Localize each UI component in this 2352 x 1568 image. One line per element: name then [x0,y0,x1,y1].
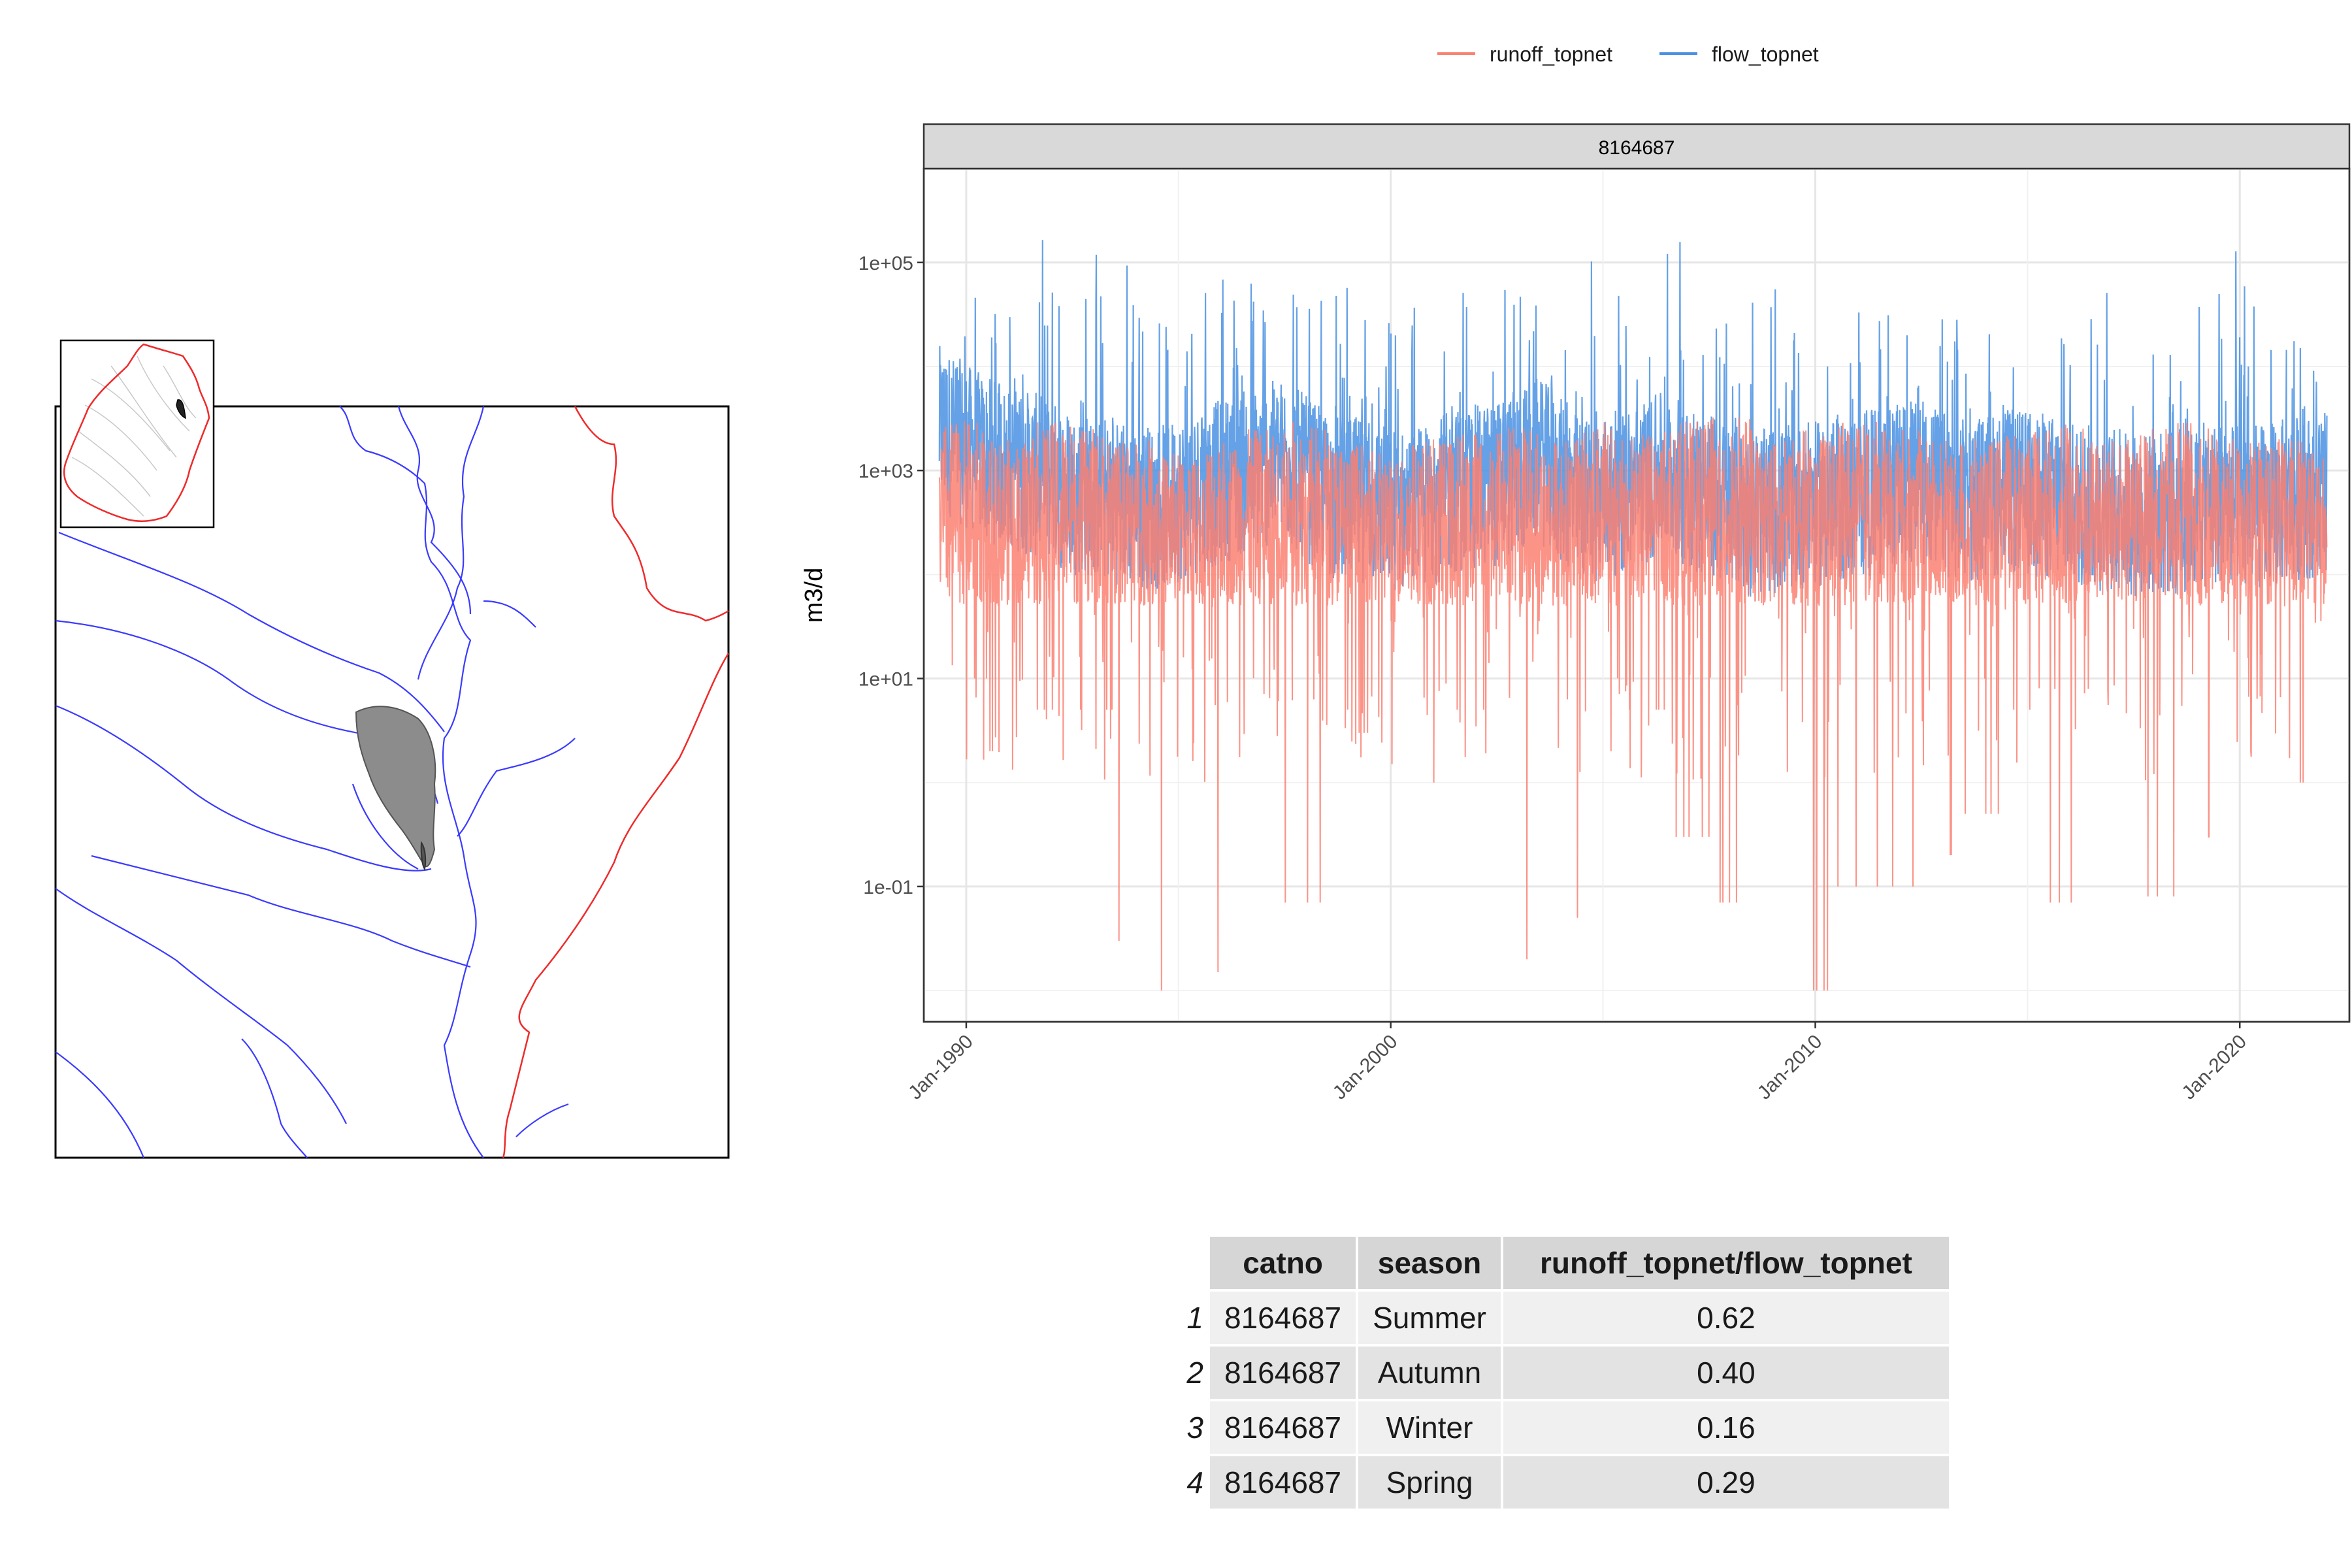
catchment-outlet [420,841,427,871]
table-row: 2 8164687 Autumn 0.40 [1176,1347,1952,1401]
y-tick-label: 1e+03 [858,461,913,482]
legend: runoff_topnet flow_topnet [1437,42,1819,66]
facet-strip-label: 8164687 [1599,137,1675,159]
river-line [417,406,485,680]
column-header: season [1358,1237,1503,1292]
inset-boundary [63,343,210,522]
x-tick-label: Jan-1990 [904,1031,977,1104]
river-line [58,531,445,732]
column-header: catno [1210,1237,1359,1292]
y-tick-label: 1e-01 [863,877,913,898]
river-line [91,855,471,968]
y-tick-label: 1e+01 [858,669,913,691]
river-line [241,1038,308,1158]
river-line [457,738,576,837]
legend-label: flow_topnet [1712,42,1819,66]
cell-catno: 8164687 [1210,1401,1359,1456]
cell-ratio: 0.16 [1503,1401,1952,1456]
catchment-polygon [355,706,436,868]
table-row: 4 8164687 Spring 0.29 [1176,1456,1952,1511]
summary-table: catno season runoff_topnet/flow_topnet 1… [1176,1237,1952,1511]
row-index: 3 [1176,1401,1210,1456]
cell-catno: 8164687 [1210,1292,1359,1347]
cell-ratio: 0.29 [1503,1456,1952,1511]
facet-strip [923,123,2351,170]
x-tick-label: Jan-2020 [2178,1031,2251,1104]
row-index: 1 [1176,1292,1210,1347]
y-axis-label: m3/d [800,568,828,623]
cell-season: Summer [1358,1292,1503,1347]
cell-ratio: 0.40 [1503,1347,1952,1401]
series-runoff-topnet [938,417,2328,991]
river-network [55,406,576,1158]
river-line [515,1103,569,1137]
row-index: 4 [1176,1456,1210,1511]
river-line [55,1051,145,1158]
table-row: 3 8164687 Winter 0.16 [1176,1401,1952,1456]
column-header: runoff_topnet/flow_topnet [1503,1237,1952,1292]
time-series-chart: 8164687 1e-01 1e+01 1e+03 1e+05 Jan-1990 Jan-… [800,123,2351,1104]
cell-catno: 8164687 [1210,1456,1359,1511]
y-tick-label: 1e+05 [858,253,913,274]
region-boundary [502,406,730,1158]
cell-season: Autumn [1358,1347,1503,1401]
series-line-runoff-topnet [938,417,2328,991]
x-tick-label: Jan-2010 [1754,1031,1827,1104]
x-tick-label: Jan-2000 [1329,1031,1402,1104]
river-line [55,704,432,872]
inset-catchment-highlight [176,399,186,419]
row-index: 2 [1176,1347,1210,1401]
cell-season: Spring [1358,1456,1503,1511]
table-corner [1176,1237,1210,1292]
table-row: 1 8164687 Summer 0.62 [1176,1292,1952,1347]
cell-catno: 8164687 [1210,1347,1359,1401]
river-line [483,600,536,628]
legend-label: runoff_topnet [1490,42,1612,66]
river-line [339,406,484,1158]
inset-map-frame [59,339,215,529]
river-line [55,888,347,1124]
cell-ratio: 0.62 [1503,1292,1952,1347]
cell-season: Winter [1358,1401,1503,1456]
river-line [351,783,419,870]
map-panel [54,339,730,1159]
